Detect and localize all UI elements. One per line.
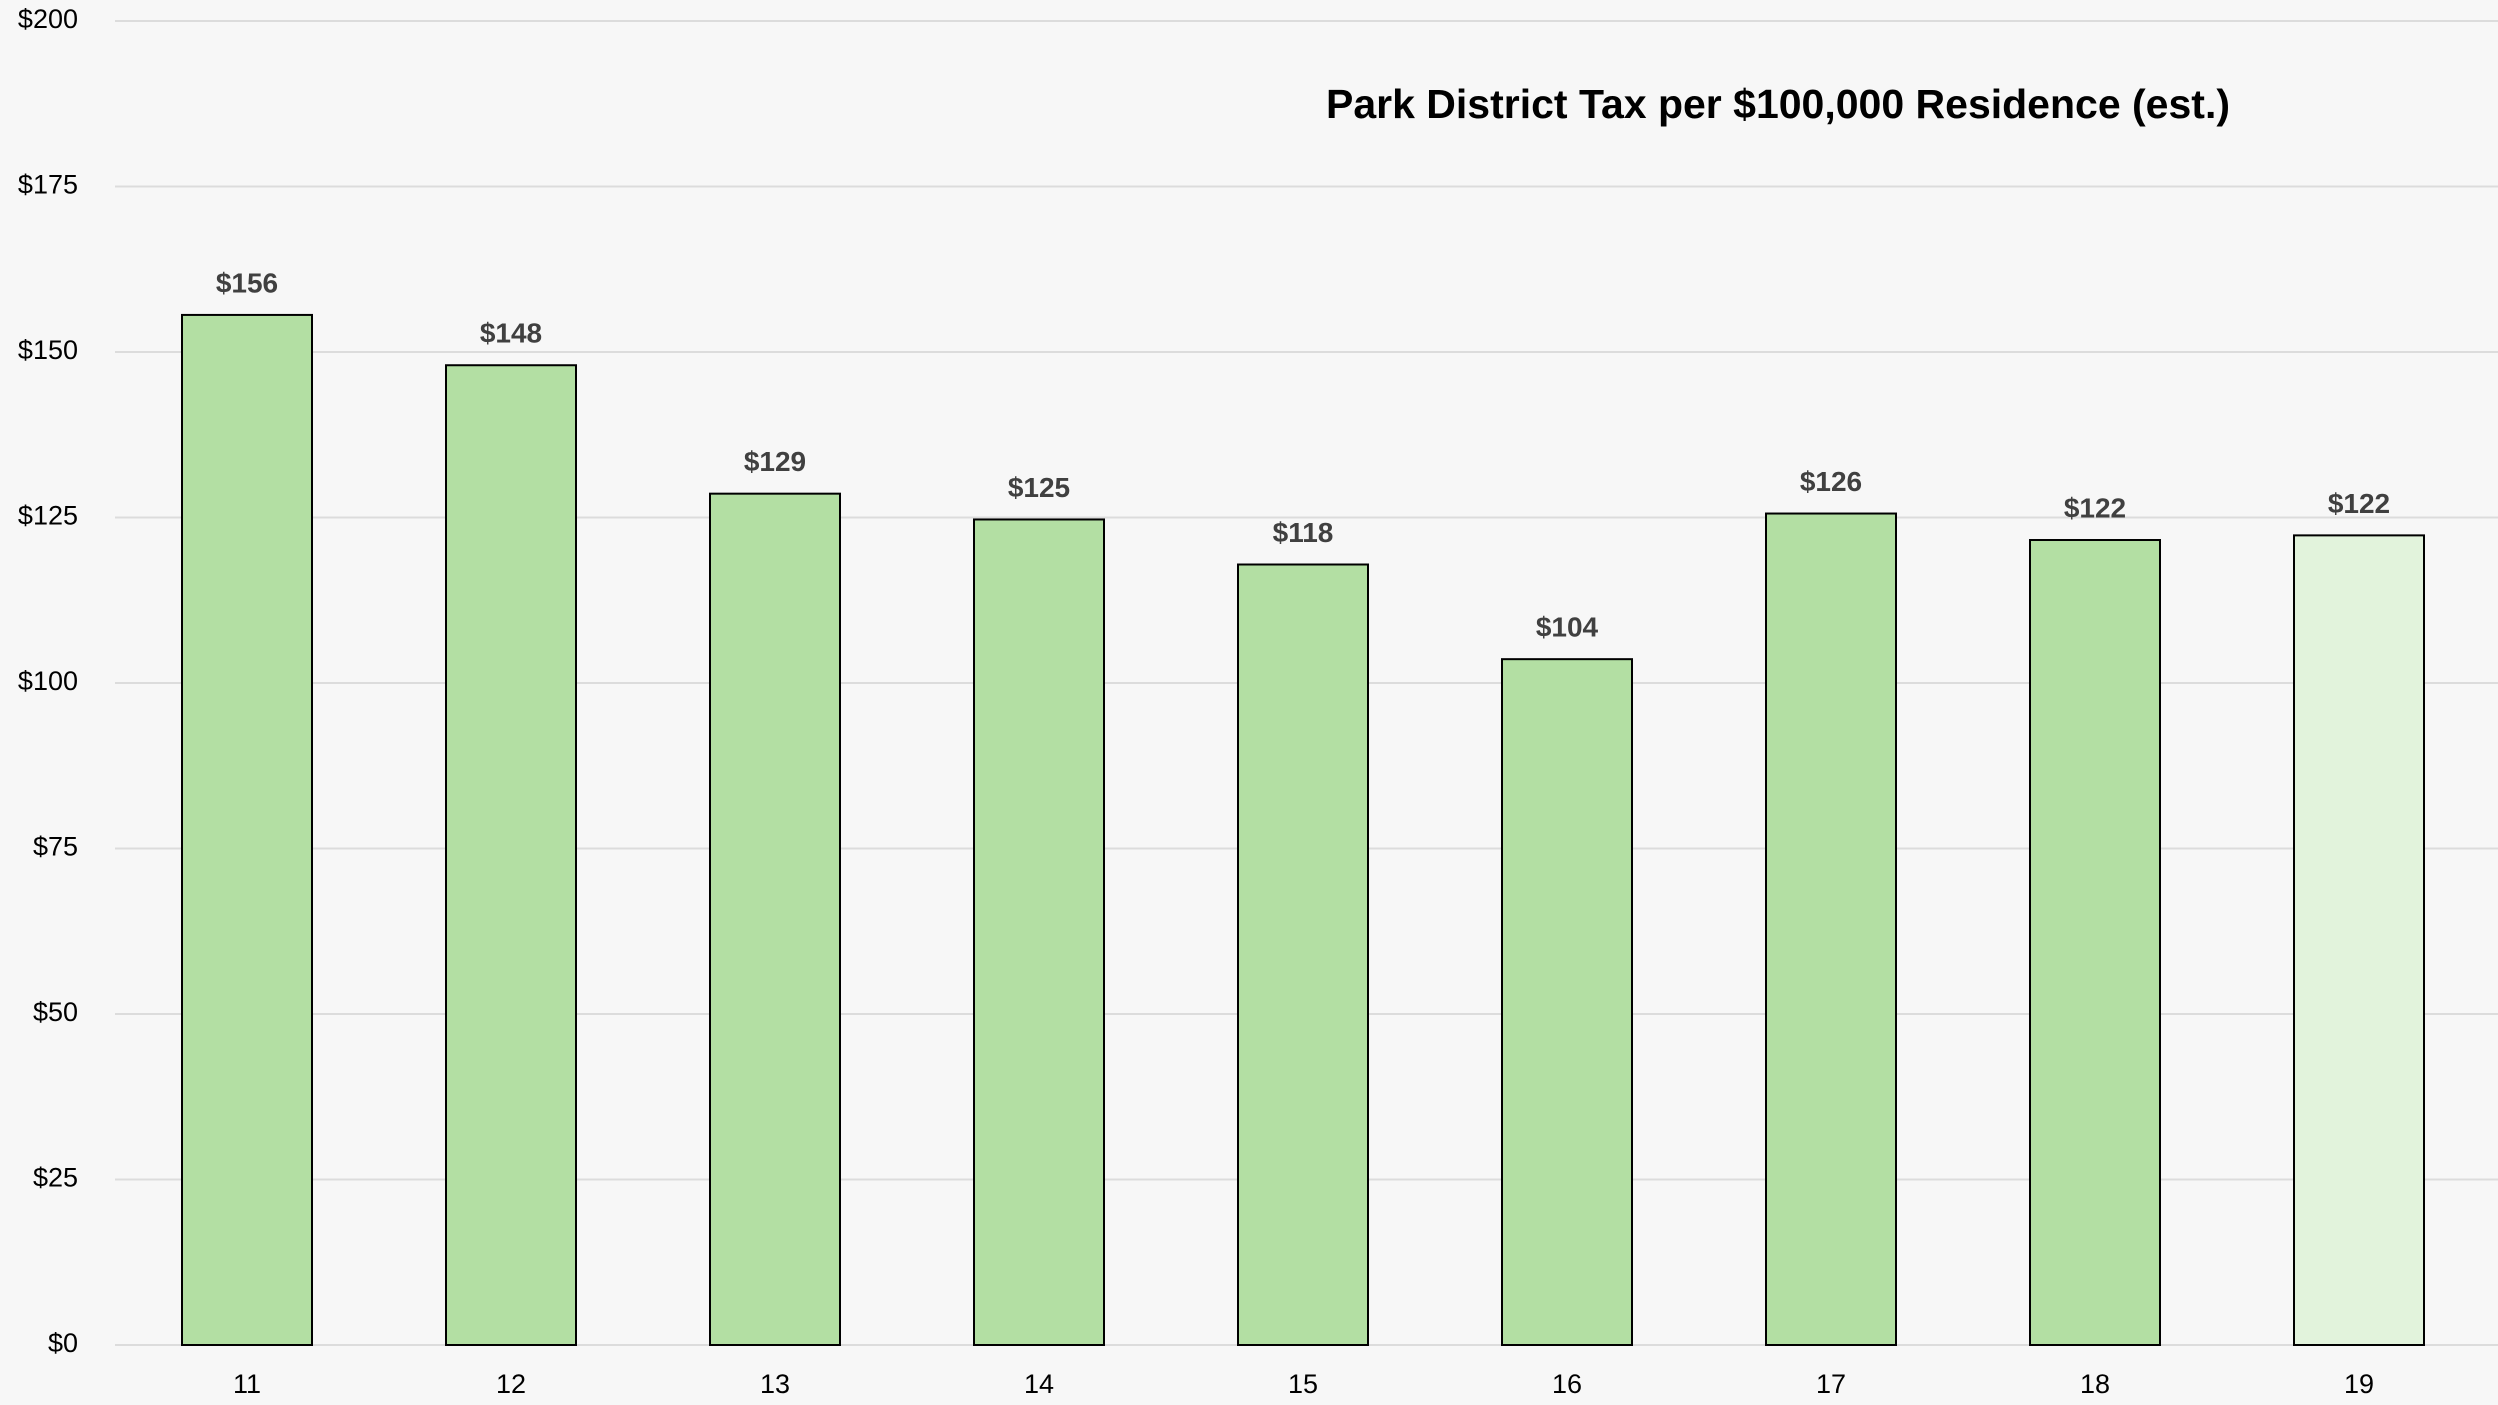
y-tick-label: $75 bbox=[33, 832, 78, 862]
bar bbox=[2293, 534, 2425, 1346]
x-tick-label: 13 bbox=[760, 1369, 790, 1399]
data-label: $156 bbox=[216, 267, 278, 298]
bar bbox=[1237, 563, 1369, 1346]
data-label: $125 bbox=[1008, 472, 1070, 503]
data-label: $126 bbox=[1800, 466, 1862, 497]
y-tick-label: $50 bbox=[33, 997, 78, 1027]
bar bbox=[445, 364, 577, 1346]
data-label: $122 bbox=[2064, 492, 2126, 523]
x-tick-label: 12 bbox=[496, 1369, 526, 1399]
data-label: $104 bbox=[1536, 612, 1599, 643]
x-tick-label: 17 bbox=[1816, 1369, 1846, 1399]
y-tick-label: $25 bbox=[33, 1163, 78, 1193]
y-tick-label: $0 bbox=[48, 1328, 78, 1358]
bar bbox=[1765, 512, 1897, 1346]
x-tick-label: 18 bbox=[2080, 1369, 2110, 1399]
bar bbox=[2029, 539, 2161, 1346]
bar bbox=[181, 313, 313, 1347]
x-tick-label: 11 bbox=[233, 1369, 261, 1399]
y-tick-label: $100 bbox=[18, 666, 78, 696]
y-tick-label: $175 bbox=[18, 170, 78, 200]
data-label: $129 bbox=[744, 446, 806, 477]
bar bbox=[1501, 658, 1633, 1346]
x-tick-label: 15 bbox=[1288, 1369, 1318, 1399]
bar bbox=[709, 492, 841, 1346]
x-tick-label: 16 bbox=[1552, 1369, 1582, 1399]
data-label: $122 bbox=[2328, 488, 2390, 519]
bar bbox=[973, 518, 1105, 1346]
y-tick-label: $150 bbox=[18, 335, 78, 365]
data-label: $118 bbox=[1273, 517, 1334, 548]
y-tick-label: $200 bbox=[18, 4, 78, 34]
x-tick-label: 19 bbox=[2344, 1369, 2374, 1399]
chart-title: Park District Tax per $100,000 Residence… bbox=[1326, 81, 2230, 127]
x-tick-label: 14 bbox=[1024, 1369, 1054, 1399]
data-label: $148 bbox=[480, 318, 542, 349]
y-tick-label: $125 bbox=[18, 501, 78, 531]
